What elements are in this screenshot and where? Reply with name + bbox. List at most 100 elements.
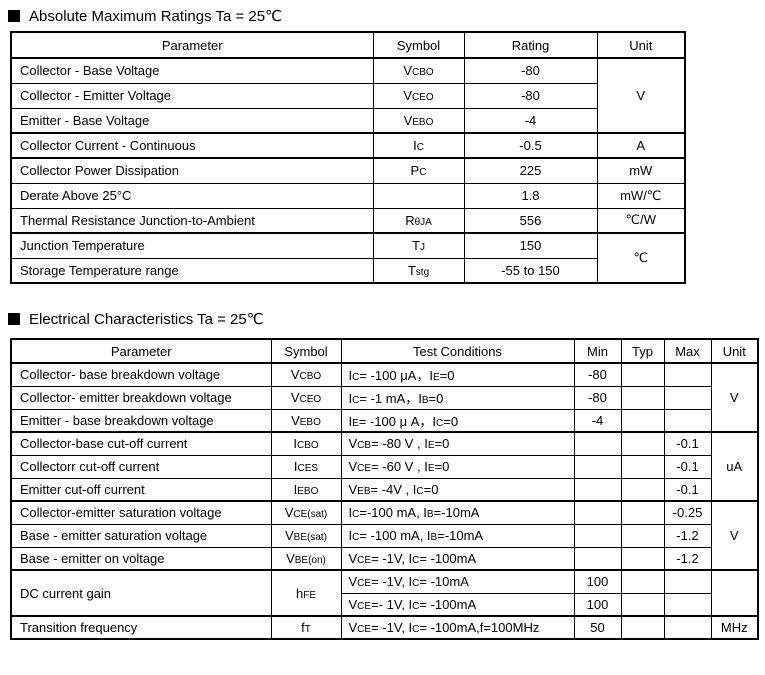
elec-table: Parameter Symbol Test Conditions Min Typ… xyxy=(10,338,759,640)
conditions-cell: VCE= -60 V , IE=0 xyxy=(340,454,575,479)
symbol-cell: fT xyxy=(270,615,342,640)
symbol-cell: Tstg xyxy=(372,257,465,284)
symbol-cell: IEBO xyxy=(270,477,342,502)
typ-cell xyxy=(620,500,665,525)
table-row: Base - emitter on voltage VBE(on) VCE= -… xyxy=(10,546,758,571)
symbol-cell: RθJA xyxy=(372,207,465,234)
header-conditions: Test Conditions xyxy=(340,338,575,364)
parameter-cell: Collector - Base Voltage xyxy=(10,57,374,84)
parameter-cell: DC current gain xyxy=(10,569,272,617)
unit-cell xyxy=(710,569,759,617)
elec-title-text: Electrical Characteristics Ta = 25℃ xyxy=(29,311,264,328)
parameter-cell: Emitter - base breakdown voltage xyxy=(10,408,272,433)
table-row: Transition frequency fT VCE= -1V, IC= -1… xyxy=(10,615,759,640)
conditions-cell: VCE= -1V, IC= -100mA,f=100MHz xyxy=(340,615,575,640)
symbol-cell: VCBO xyxy=(372,57,465,84)
abs-max-table: Parameter Symbol Rating Unit Collector -… xyxy=(10,31,686,284)
elec-header-row: Parameter Symbol Test Conditions Min Typ… xyxy=(10,338,759,364)
max-cell: -1.2 xyxy=(663,546,712,571)
table-row: Collector - Emitter Voltage VCEO -80 xyxy=(10,82,685,109)
parameter-cell: Collector Power Dissipation xyxy=(10,157,374,184)
conditions-cell: IC= -100 μA，IE=0 xyxy=(340,362,575,387)
parameter-cell: Collector-emitter saturation voltage xyxy=(10,500,272,525)
conditions-cell: VEB= -4V , IC=0 xyxy=(340,477,575,502)
header-unit: Unit xyxy=(596,31,686,59)
max-cell: -0.1 xyxy=(663,431,712,456)
typ-cell xyxy=(620,523,665,548)
min-cell xyxy=(573,454,622,479)
typ-cell xyxy=(620,477,665,502)
table-row: Storage Temperature range Tstg -55 to 15… xyxy=(10,257,685,284)
typ-cell xyxy=(620,408,665,433)
rating-cell: -80 xyxy=(463,82,598,109)
typ-cell xyxy=(620,546,665,571)
max-cell xyxy=(663,362,712,387)
symbol-cell xyxy=(372,182,465,209)
table-row: Collectorr cut-off current ICES VCE= -60… xyxy=(10,454,758,479)
abs-max-title-text: Absolute Maximum Ratings Ta = 25℃ xyxy=(29,8,282,25)
header-min: Min xyxy=(573,338,622,364)
rating-cell: -4 xyxy=(463,107,598,134)
rating-cell: 556 xyxy=(463,207,598,234)
max-cell xyxy=(663,592,712,617)
table-row: Emitter cut-off current IEBO VEB= -4V , … xyxy=(10,477,758,502)
unit-cell: mW/℃ xyxy=(596,182,686,209)
section-marker-icon xyxy=(8,10,20,22)
symbol-cell: hFE xyxy=(270,569,342,617)
unit-cell: MHz xyxy=(710,615,759,640)
parameter-cell: Emitter - Base Voltage xyxy=(10,107,374,134)
parameter-cell: Collectorr cut-off current xyxy=(10,454,272,479)
parameter-cell: Derate Above 25°C xyxy=(10,182,374,209)
rating-cell: 225 xyxy=(463,157,598,184)
min-cell xyxy=(573,500,622,525)
unit-cell: A xyxy=(596,132,686,159)
header-max: Max xyxy=(663,338,712,364)
min-cell xyxy=(573,431,622,456)
typ-cell xyxy=(620,362,665,387)
table-row: Base - emitter saturation voltage VBE(sa… xyxy=(10,523,758,548)
max-cell xyxy=(663,615,712,640)
rating-cell: -55 to 150 xyxy=(463,257,598,284)
rating-cell: -0.5 xyxy=(463,132,598,159)
table-row: DC current gain hFE VCE= -1V, IC= -10mA … xyxy=(10,569,759,617)
parameter-cell: Collector- emitter breakdown voltage xyxy=(10,385,272,410)
header-symbol: Symbol xyxy=(372,31,465,59)
max-cell: -0.1 xyxy=(663,477,712,502)
typ-cell xyxy=(620,431,665,456)
parameter-cell: Junction Temperature xyxy=(10,232,374,259)
header-parameter: Parameter xyxy=(10,338,272,364)
parameter-cell: Base - emitter on voltage xyxy=(10,546,272,571)
conditions-cell: VCE= -1V, IC= -100mA xyxy=(340,546,575,571)
symbol-cell: VCE(sat) xyxy=(270,500,342,525)
rating-cell: 1.8 xyxy=(463,182,598,209)
table-row: Collector Power Dissipation PC 225 mW xyxy=(10,157,686,184)
symbol-cell: VEBO xyxy=(372,107,465,134)
min-cell xyxy=(573,523,622,548)
min-cell: -80 xyxy=(573,362,622,387)
max-cell xyxy=(663,569,712,594)
parameter-cell: Thermal Resistance Junction-to-Ambient xyxy=(10,207,374,234)
parameter-cell: Collector-base cut-off current xyxy=(10,431,272,456)
unit-cell: V xyxy=(710,500,759,571)
abs-max-header-row: Parameter Symbol Rating Unit xyxy=(10,31,686,59)
symbol-cell: TJ xyxy=(372,232,465,259)
symbol-cell: VCEO xyxy=(270,385,342,410)
max-cell xyxy=(663,408,712,433)
conditions-cell: VCE=- 1V, IC= -100mA xyxy=(340,592,575,617)
parameter-cell: Collector- base breakdown voltage xyxy=(10,362,272,387)
min-cell: 100 xyxy=(573,592,622,617)
parameter-cell: Collector Current - Continuous xyxy=(10,132,374,159)
header-unit: Unit xyxy=(710,338,759,364)
table-row: Collector-base cut-off current ICBO VCB=… xyxy=(10,431,759,502)
parameter-cell: Transition frequency xyxy=(10,615,272,640)
max-cell: -0.25 xyxy=(663,500,712,525)
table-row: Collector - Base Voltage VCBO -80 V xyxy=(10,57,686,134)
table-row: Collector-emitter saturation voltage VCE… xyxy=(10,500,759,571)
unit-cell: V xyxy=(596,57,686,134)
table-row: Derate Above 25°C 1.8 mW/℃ xyxy=(10,182,686,209)
typ-cell xyxy=(620,385,665,410)
conditions-cell: VCE= -1V, IC= -10mA xyxy=(340,569,575,594)
table-row: Collector Current - Continuous IC -0.5 A xyxy=(10,132,686,159)
parameter-cell: Base - emitter saturation voltage xyxy=(10,523,272,548)
header-typ: Typ xyxy=(620,338,665,364)
